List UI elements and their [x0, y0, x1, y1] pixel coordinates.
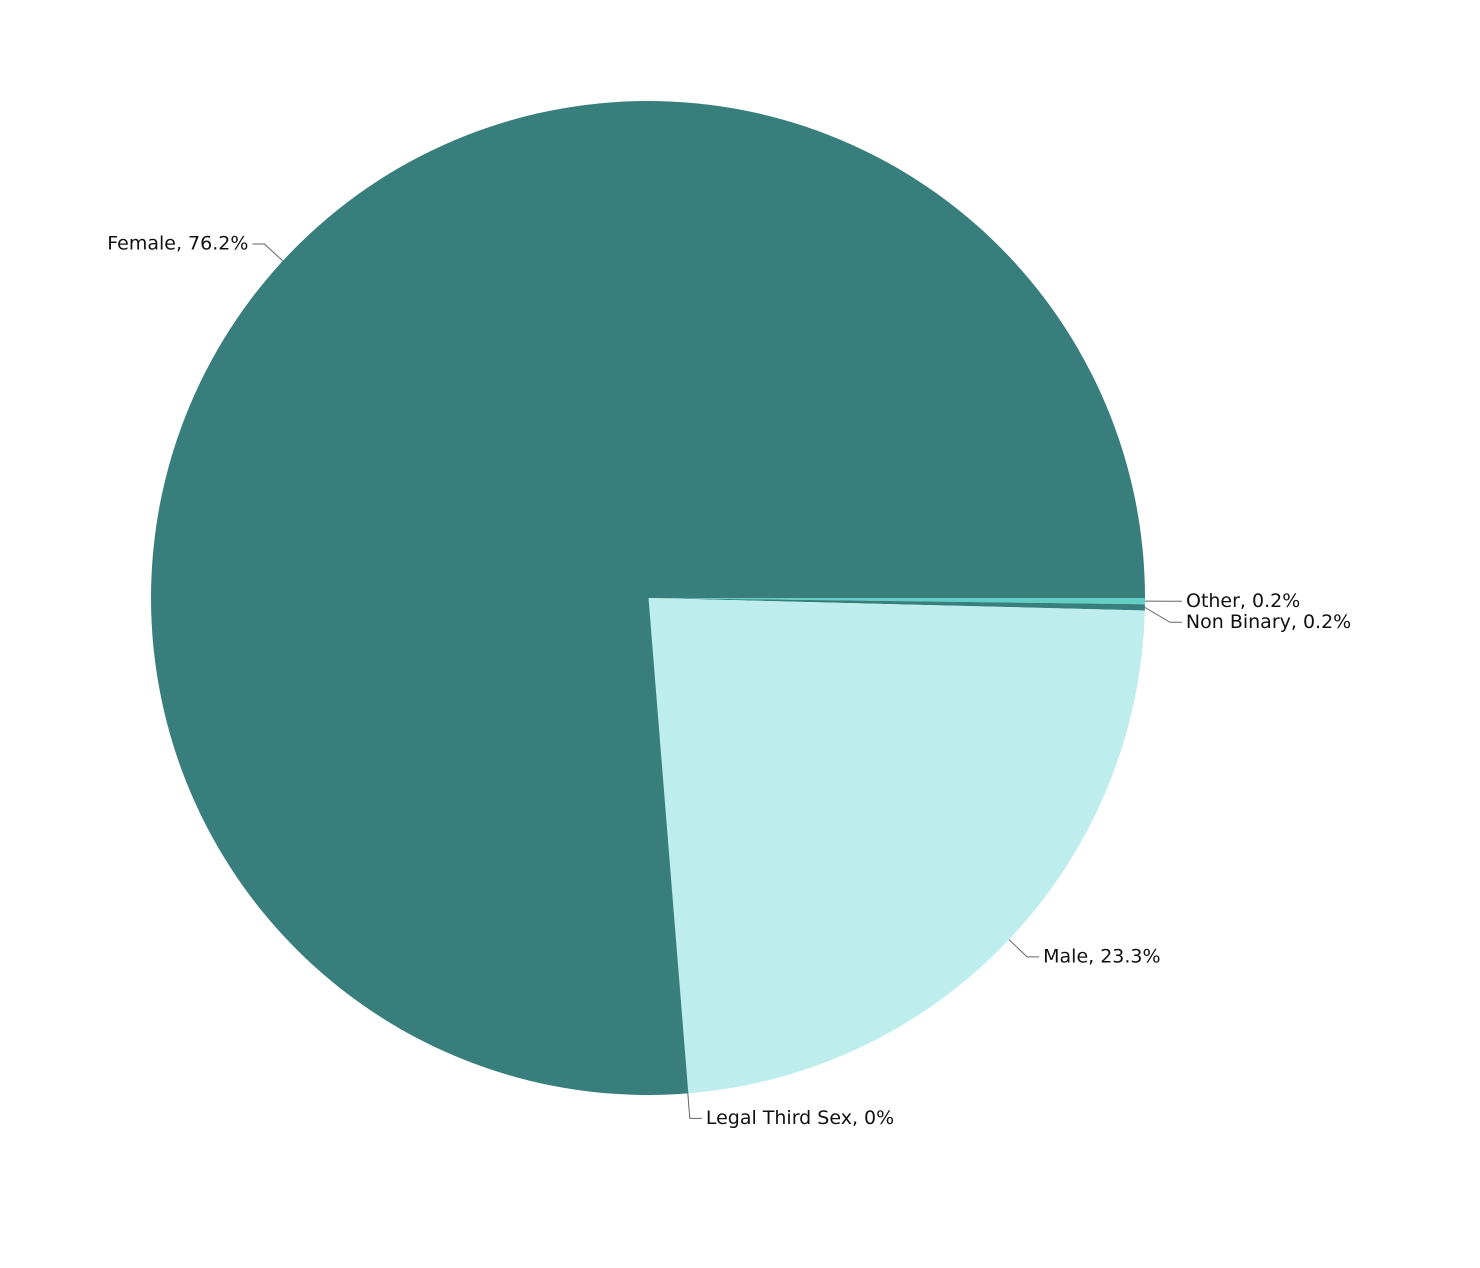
- slice-label: Male, 23.3%: [1043, 945, 1160, 967]
- pie-slice: [150, 100, 1146, 1095]
- slice-label: Other, 0.2%: [1186, 590, 1300, 612]
- pie-slice: [648, 598, 1145, 605]
- leader-line: [687, 1093, 702, 1119]
- pie-slice: [648, 598, 1145, 1094]
- leader-line: [1008, 939, 1040, 958]
- leader-line: [252, 243, 284, 262]
- pie-slice: [648, 598, 1145, 611]
- slice-label: Legal Third Sex, 0%: [706, 1107, 894, 1129]
- leader-line: [1144, 606, 1182, 623]
- slice-label: Non Binary, 0.2%: [1186, 611, 1351, 633]
- slice-label: Female, 76.2%: [107, 232, 248, 254]
- pie-slice: [647, 597, 689, 1094]
